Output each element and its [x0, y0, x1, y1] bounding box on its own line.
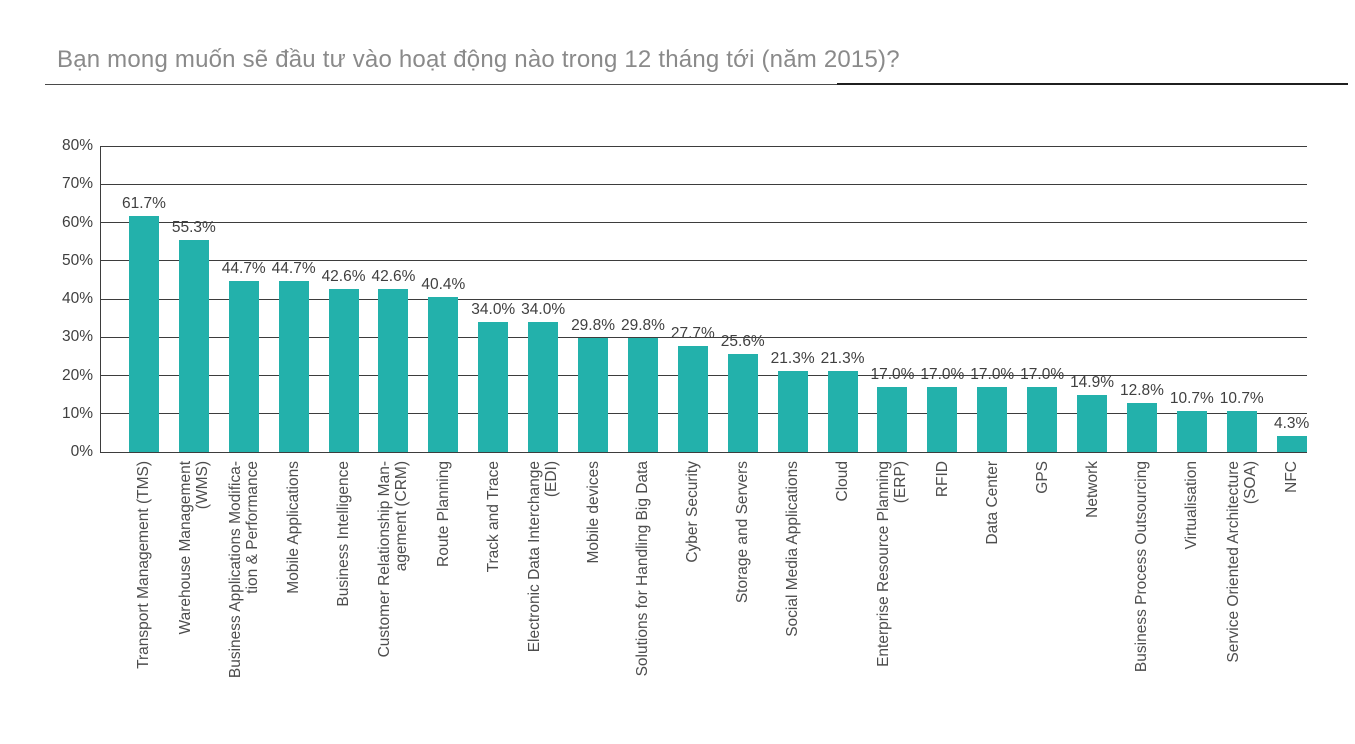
- bar-value-label: 27.7%: [670, 325, 715, 342]
- x-axis-category-label: Service Oriented Architecture (SOA): [1224, 461, 1259, 663]
- x-axis-category-label: RFID: [933, 461, 951, 498]
- bar: [1276, 436, 1307, 452]
- bar: [1077, 395, 1108, 452]
- bar: [627, 338, 658, 452]
- bar: [927, 387, 958, 452]
- x-axis-category-label: Cloud: [834, 461, 852, 502]
- chart-title: Bạn mong muốn sẽ đầu tư vào hoạt động nà…: [57, 46, 900, 73]
- bar-value-label: 55.3%: [171, 219, 216, 236]
- y-axis-tick-label: 40%: [61, 290, 93, 307]
- y-axis-tick-label: 50%: [61, 251, 93, 269]
- bar: [727, 354, 758, 452]
- x-axis-category-label: Mobile devices: [584, 461, 602, 564]
- x-axis-category-label: Solutions for Handling Big Data: [634, 461, 652, 677]
- bar-value-label: 29.8%: [571, 317, 616, 334]
- bar: [328, 289, 359, 452]
- gridline: [100, 260, 1307, 262]
- bar: [378, 289, 409, 452]
- x-axis-category-label: Business Process Outsourcing: [1133, 461, 1151, 673]
- bar-value-label: 4.3%: [1273, 415, 1310, 432]
- bar-value-label: 34.0%: [471, 301, 516, 318]
- x-axis-category-label: Mobile Applications: [285, 461, 303, 594]
- x-axis-category-label: Cyber Security: [684, 461, 702, 563]
- x-axis-category-label: Transport Management (TMS): [135, 461, 153, 669]
- bar-value-label: 21.3%: [820, 350, 865, 367]
- bar-value-label: 10.7%: [1169, 390, 1214, 407]
- x-axis-category-label: GPS: [1033, 461, 1051, 494]
- bar-value-label: 25.6%: [720, 333, 765, 350]
- x-axis-category-label: Business Intelligence: [335, 461, 353, 607]
- x-axis-category-label: Data Center: [983, 461, 1001, 545]
- bar-value-label: 17.0%: [870, 366, 915, 383]
- bar-value-label: 42.6%: [371, 268, 416, 285]
- x-axis-category-label: Storage and Servers: [734, 461, 752, 604]
- y-axis-tick-label: 80%: [61, 137, 93, 154]
- y-axis-tick-label: 20%: [61, 366, 93, 384]
- x-axis-category-label: Electronic Data Interchange (EDI): [526, 461, 561, 653]
- title-underline-right: [837, 83, 1348, 85]
- bar: [528, 322, 559, 452]
- bar: [428, 297, 459, 452]
- bar: [827, 371, 858, 452]
- x-axis-category-label: Track and Trace: [484, 461, 502, 573]
- bar: [478, 322, 509, 452]
- bar: [178, 240, 209, 452]
- y-axis-line: [100, 146, 101, 452]
- bar: [677, 346, 708, 452]
- gridline: [100, 336, 1307, 338]
- bar: [228, 281, 259, 452]
- bar-value-label: 44.7%: [221, 260, 266, 277]
- bar-value-label: 17.0%: [970, 366, 1015, 383]
- y-axis-tick-label: 60%: [61, 213, 93, 231]
- bar-value-label: 21.3%: [770, 350, 815, 367]
- bar-value-label: 61.7%: [121, 195, 166, 212]
- bar-value-label: 17.0%: [1020, 366, 1065, 383]
- bar: [977, 387, 1008, 452]
- bar-value-label: 17.0%: [920, 366, 965, 383]
- bar-value-label: 34.0%: [521, 301, 566, 318]
- gridline: [100, 183, 1307, 185]
- gridline: [100, 298, 1307, 300]
- x-axis-category-label: Network: [1083, 461, 1101, 518]
- x-axis-category-label: Customer Relationship Man- agement (CRM): [376, 461, 411, 658]
- bar: [578, 338, 609, 452]
- x-axis-category-label: Social Media Applications: [784, 461, 802, 637]
- y-axis-tick-label: 10%: [61, 404, 93, 422]
- bar-value-label: 42.6%: [321, 268, 366, 285]
- bar: [877, 387, 908, 452]
- x-axis-category-label: NFC: [1283, 461, 1301, 493]
- x-axis-category-label: Virtualisation: [1183, 461, 1201, 550]
- x-axis-category-label: Warehouse Management (WMS): [176, 461, 211, 635]
- bar: [1027, 387, 1058, 452]
- x-axis-category-label: Business Applications Modifica- tion & P…: [226, 461, 261, 679]
- bar-value-label: 14.9%: [1070, 374, 1115, 391]
- bar: [777, 371, 808, 452]
- y-axis-tick-label: 70%: [61, 175, 93, 193]
- bar: [278, 281, 309, 452]
- x-axis-category-label: Enterprise Resource Planning (ERP): [875, 461, 910, 667]
- bar-value-label: 10.7%: [1219, 390, 1264, 407]
- y-axis-tick-label: 0%: [70, 443, 93, 460]
- bar: [1126, 403, 1157, 452]
- gridline: [100, 145, 1307, 147]
- bar-value-label: 12.8%: [1119, 382, 1164, 399]
- x-axis-category-label: Route Planning: [434, 461, 452, 567]
- bar: [1226, 411, 1257, 452]
- gridline: [100, 222, 1307, 223]
- bar: [1176, 411, 1207, 452]
- bar-value-label: 40.4%: [421, 276, 466, 293]
- bar-value-label: 44.7%: [271, 260, 316, 277]
- gridline: [100, 451, 1307, 453]
- bar: [128, 216, 159, 452]
- bar-value-label: 29.8%: [620, 317, 665, 334]
- title-underline-left: [45, 84, 837, 85]
- y-axis-tick-label: 30%: [61, 328, 93, 346]
